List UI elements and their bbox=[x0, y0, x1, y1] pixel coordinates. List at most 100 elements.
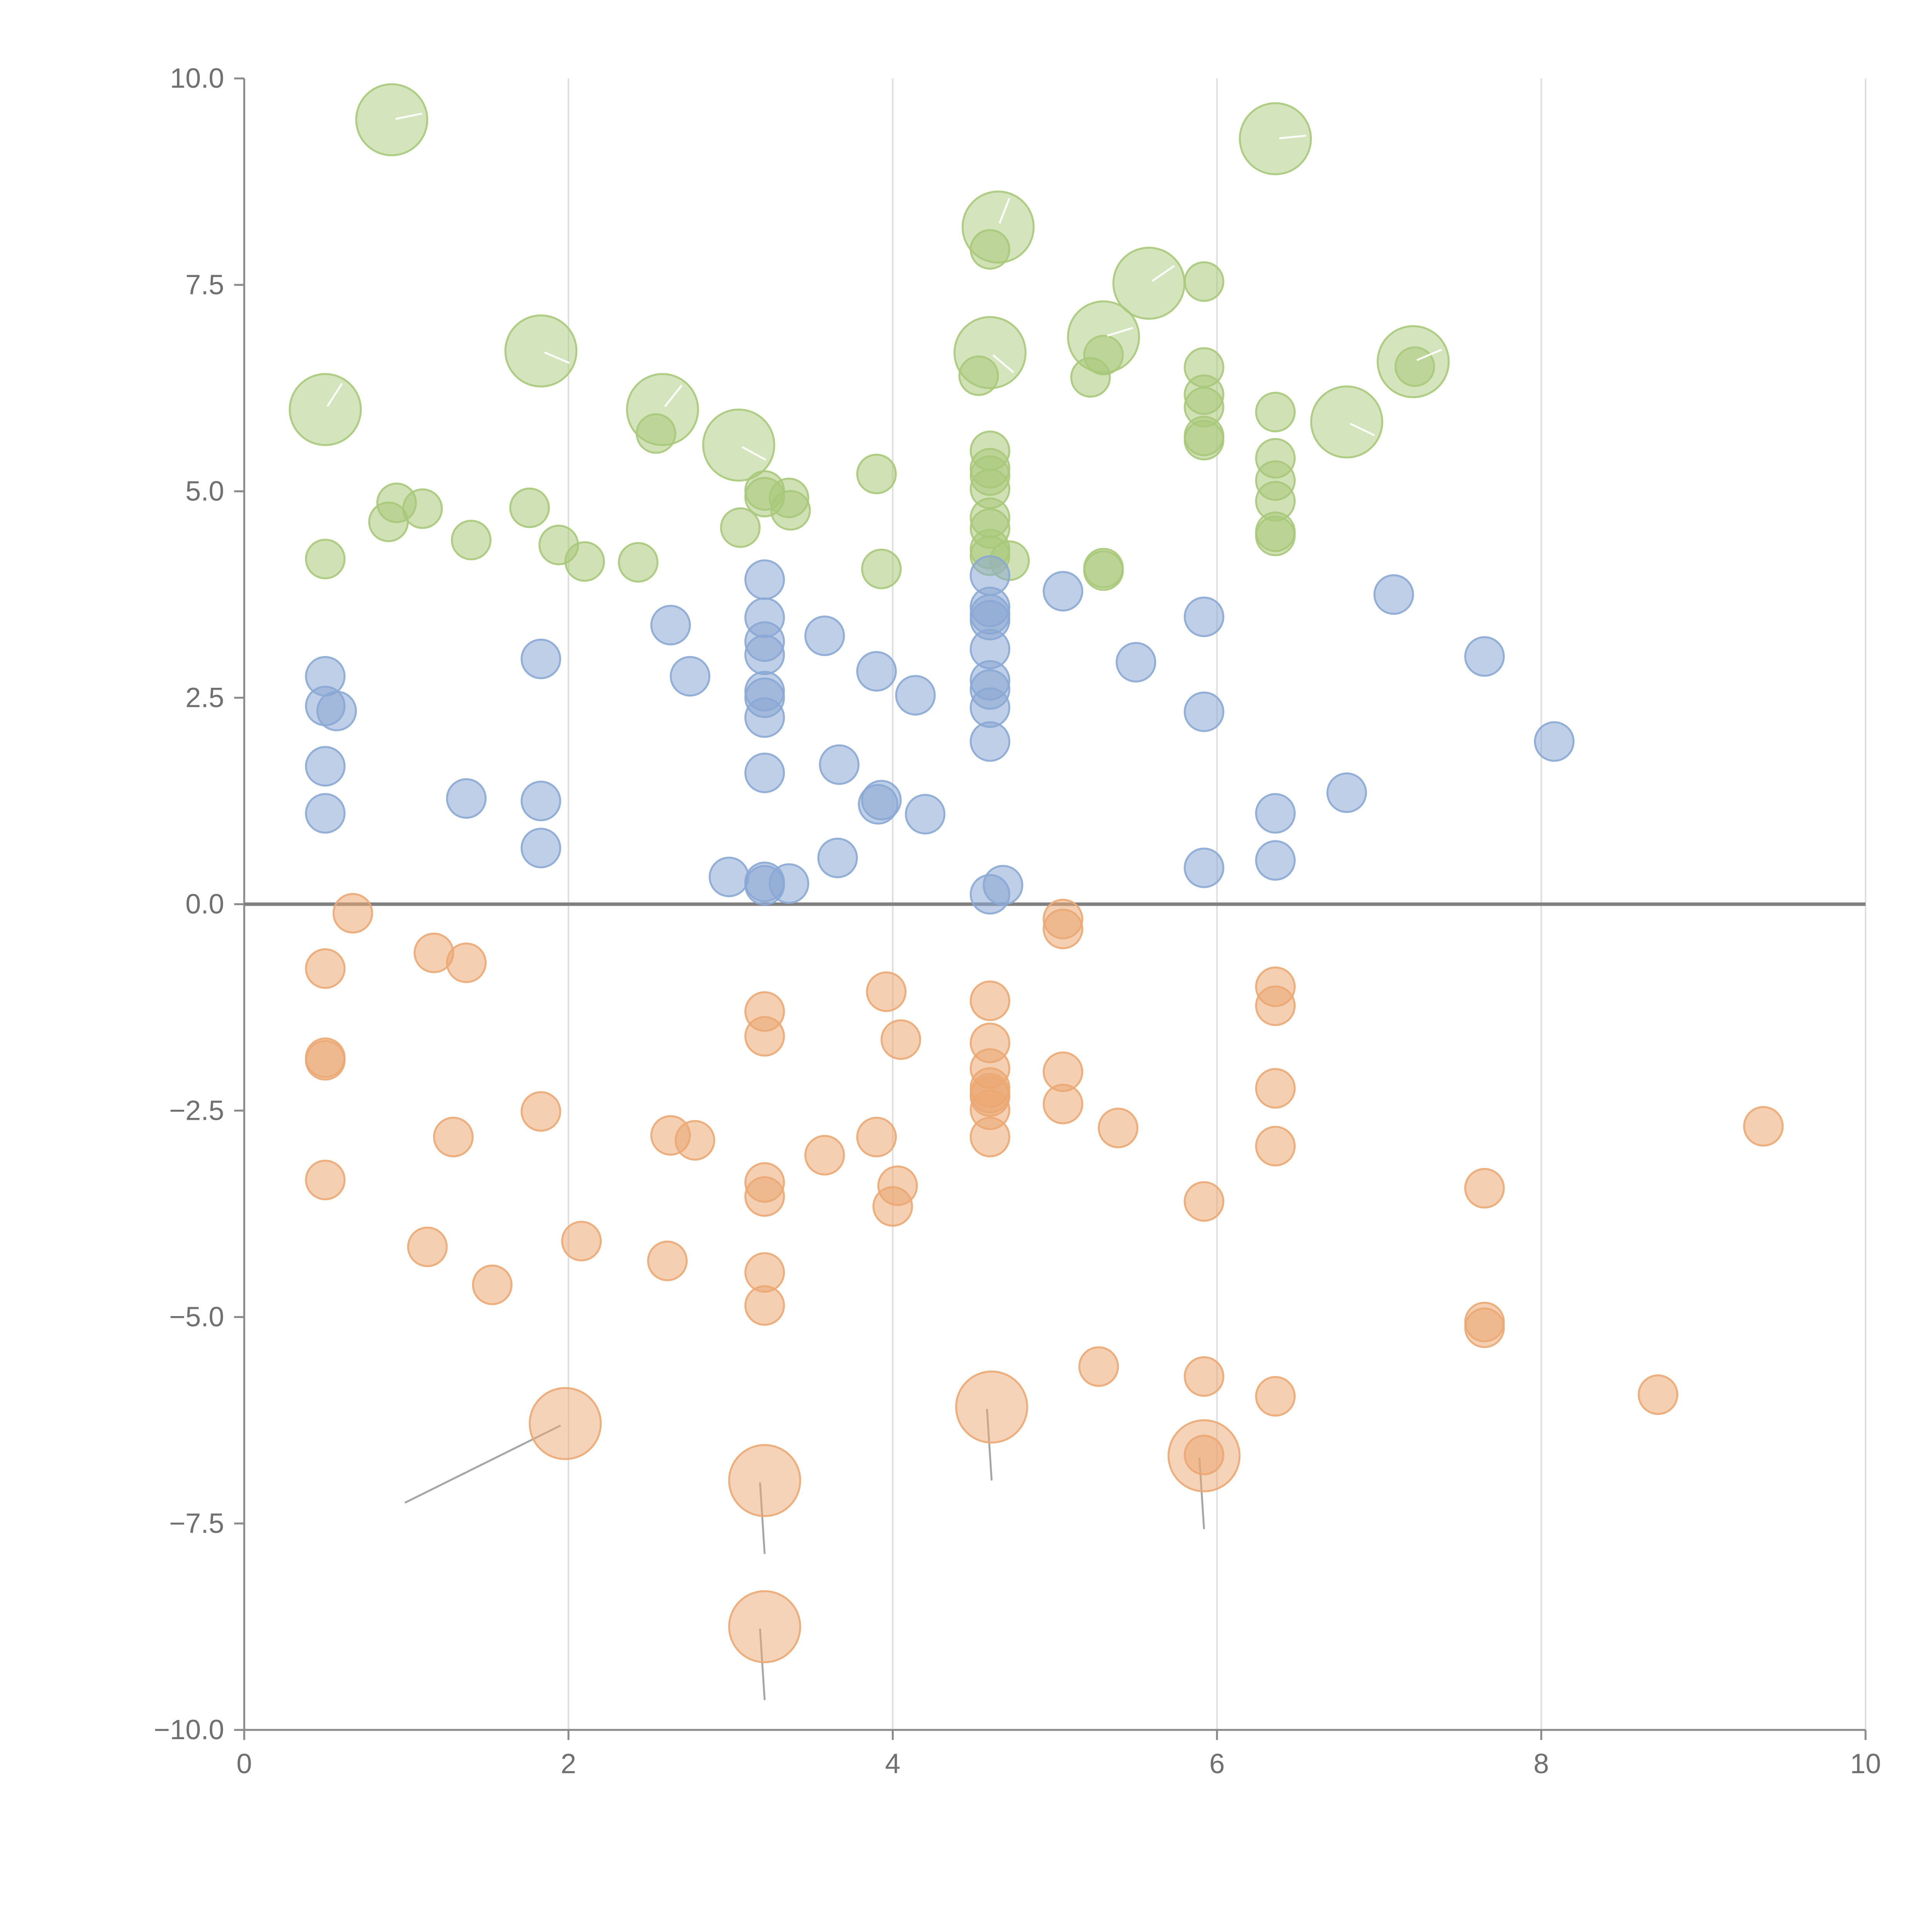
orange-point bbox=[561, 1221, 602, 1262]
orange-point bbox=[472, 1264, 513, 1305]
green-point bbox=[720, 507, 761, 548]
orange-point bbox=[407, 1226, 448, 1267]
blue-point bbox=[905, 794, 946, 835]
y-tick-label: −10.0 bbox=[154, 1714, 224, 1745]
orange-point bbox=[744, 1285, 785, 1326]
y-tick-label: 7.5 bbox=[185, 269, 224, 300]
green-point bbox=[1184, 420, 1225, 461]
orange-point bbox=[744, 1176, 785, 1217]
orange-point bbox=[1255, 1126, 1296, 1167]
green-large-bubble bbox=[702, 408, 776, 482]
y-tick-label: 10.0 bbox=[170, 63, 224, 94]
bubble-pointer-line bbox=[395, 112, 422, 120]
orange-point bbox=[1743, 1106, 1784, 1147]
green-point bbox=[1255, 515, 1296, 556]
x-tick-label: 0 bbox=[236, 1748, 252, 1779]
orange-large-bubble bbox=[955, 1370, 1028, 1444]
data-points bbox=[289, 83, 1784, 1663]
orange-point bbox=[1255, 1068, 1296, 1109]
blue-point bbox=[1326, 772, 1367, 813]
orange-point bbox=[446, 942, 487, 983]
orange-large-bubble bbox=[728, 1590, 801, 1663]
y-tick-label: 2.5 bbox=[185, 682, 224, 713]
blue-point bbox=[817, 837, 858, 878]
green-point bbox=[564, 541, 605, 582]
bubble-pointer-line bbox=[1151, 265, 1175, 282]
blue-point bbox=[305, 793, 346, 834]
blue-point bbox=[744, 634, 785, 675]
blue-point bbox=[1255, 793, 1296, 834]
blue-point bbox=[969, 721, 1010, 762]
blue-point bbox=[520, 638, 561, 679]
orange-large-bubble bbox=[1167, 1419, 1241, 1493]
bubble-pointer-line bbox=[1279, 134, 1306, 139]
blue-point bbox=[744, 559, 785, 600]
blue-point bbox=[1043, 571, 1083, 612]
y-tick-label: 5.0 bbox=[185, 476, 224, 507]
orange-point bbox=[674, 1120, 715, 1161]
y-tick-label: −7.5 bbox=[169, 1508, 224, 1539]
orange-point bbox=[647, 1240, 688, 1281]
blue-point bbox=[819, 744, 860, 785]
orange-point bbox=[856, 1117, 897, 1158]
blue-point bbox=[520, 781, 561, 821]
blue-point bbox=[1255, 840, 1296, 881]
green-large-bubble bbox=[1067, 300, 1140, 374]
green-point bbox=[402, 488, 443, 529]
orange-point bbox=[433, 1117, 474, 1158]
green-large-bubble bbox=[961, 190, 1035, 264]
green-point bbox=[451, 520, 492, 561]
green-point bbox=[1083, 550, 1124, 591]
blue-point bbox=[316, 690, 357, 731]
green-large-bubble bbox=[626, 373, 699, 446]
orange-point bbox=[1043, 1083, 1083, 1124]
orange-point bbox=[880, 1019, 921, 1060]
orange-point bbox=[872, 1186, 913, 1227]
orange-point bbox=[305, 1040, 346, 1081]
orange-point bbox=[1638, 1374, 1679, 1415]
y-tick-label: 0.0 bbox=[185, 889, 224, 920]
blue-point bbox=[520, 828, 561, 869]
orange-point bbox=[332, 893, 373, 934]
green-point bbox=[770, 490, 811, 531]
blue-point bbox=[969, 874, 1010, 915]
bubble-pointer-line bbox=[327, 383, 343, 407]
axes: −10.0 −7.5 −5.0 −2.5 0.0 2.5 5.0 7.5 10.0 0 2 4 6 8 10 bbox=[154, 63, 1881, 1779]
orange-point bbox=[1184, 1181, 1225, 1222]
blue-point bbox=[650, 605, 691, 646]
blue-point bbox=[446, 778, 487, 819]
green-point bbox=[1255, 391, 1296, 432]
green-large-bubble bbox=[1310, 385, 1383, 459]
blue-point bbox=[969, 687, 1010, 728]
green-point bbox=[856, 454, 897, 495]
orange-point bbox=[1098, 1107, 1139, 1148]
orange-point bbox=[866, 971, 907, 1012]
x-tick-label: 4 bbox=[885, 1748, 900, 1779]
x-tick-label: 2 bbox=[561, 1748, 576, 1779]
blue-point bbox=[856, 651, 897, 692]
orange-point bbox=[305, 948, 346, 989]
orange-point bbox=[1078, 1346, 1119, 1387]
bubble-pointer-line bbox=[1416, 349, 1442, 361]
orange-point bbox=[744, 1016, 785, 1057]
blue-point bbox=[1116, 642, 1156, 683]
bubble-pointer-line bbox=[1350, 423, 1375, 437]
bubble-pointer-line bbox=[664, 384, 683, 407]
orange-point bbox=[305, 1160, 346, 1201]
green-point bbox=[305, 539, 346, 580]
blue-point bbox=[1184, 691, 1225, 732]
leader-lines bbox=[404, 1409, 1205, 1701]
blue-point bbox=[670, 656, 711, 697]
orange-point bbox=[969, 1117, 1010, 1158]
x-tick-label: 8 bbox=[1534, 1748, 1549, 1779]
green-large-bubble bbox=[1239, 102, 1312, 175]
green-point bbox=[368, 502, 409, 543]
blue-point bbox=[895, 675, 936, 716]
blue-point bbox=[709, 856, 750, 897]
orange-point bbox=[1464, 1307, 1505, 1348]
orange-large-bubble bbox=[728, 1444, 801, 1517]
orange-point bbox=[804, 1135, 845, 1176]
green-large-bubble bbox=[504, 314, 578, 388]
bubble-pointer-line bbox=[544, 351, 570, 364]
